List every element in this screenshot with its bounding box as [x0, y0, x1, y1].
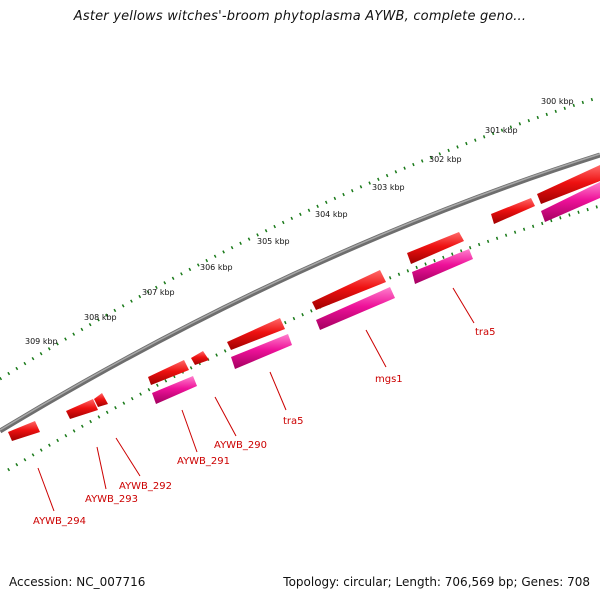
cds-block	[231, 334, 292, 369]
gene-label-aywb-294: AYWB_294	[33, 516, 86, 527]
cds-block	[316, 287, 395, 330]
gene-label-aywb-291: AYWB_291	[177, 456, 230, 467]
ruler-label-303: 303 kbp	[372, 183, 405, 192]
backbone	[0, 152, 600, 434]
ruler-label-304: 304 kbp	[315, 210, 348, 219]
ruler-label-305: 305 kbp	[257, 237, 290, 246]
gene-block	[66, 399, 98, 419]
gene-label-aywb-292: AYWB_292	[119, 481, 172, 492]
ruler-label-307: 307 kbp	[142, 288, 175, 297]
gene-block	[94, 393, 108, 407]
gene-label-aywb-293: AYWB_293	[85, 494, 138, 505]
ruler-label-308: 308 kbp	[84, 313, 117, 322]
forward-genes	[8, 165, 600, 441]
gene-block	[227, 318, 285, 350]
cds-block	[412, 249, 473, 284]
ruler-label-309: 309 kbp	[25, 337, 58, 346]
cds-blocks	[152, 182, 600, 404]
ruler-label-302: 302 kbp	[429, 155, 462, 164]
gene-block	[8, 421, 40, 441]
ruler-labels: 300 kbp 301 kbp 302 kbp 303 kbp 304 kbp …	[25, 97, 574, 346]
ruler-label-300: 300 kbp	[541, 97, 574, 106]
ruler-label-306: 306 kbp	[200, 263, 233, 272]
outer-ruler-track	[0, 95, 600, 381]
genome-summary-text: Topology: circular; Length: 706,569 bp; …	[283, 575, 590, 589]
map-title: Aster yellows witches'-broom phytoplasma…	[73, 9, 527, 24]
ruler-label-301: 301 kbp	[485, 126, 518, 135]
gene-label-tra5-a: tra5	[475, 327, 496, 338]
gene-block	[148, 360, 189, 385]
gene-label-aywb-290: AYWB_290	[214, 440, 267, 451]
gene-block	[491, 198, 535, 224]
gene-block	[191, 351, 209, 365]
label-leaders	[37, 287, 475, 512]
gene-block	[537, 165, 600, 204]
gene-label-mgs1: mgs1	[375, 374, 403, 385]
cds-block	[541, 182, 600, 222]
cds-block	[152, 376, 197, 404]
gene-label-tra5-b: tra5	[283, 416, 304, 427]
gene-block	[407, 232, 464, 264]
accession-text: Accession: NC_007716	[9, 575, 146, 589]
gene-labels: tra5 mgs1 tra5 AYWB_290 AYWB_291 AYWB_29…	[33, 327, 496, 527]
inner-ruler-track	[7, 204, 600, 472]
gene-block	[312, 270, 386, 310]
